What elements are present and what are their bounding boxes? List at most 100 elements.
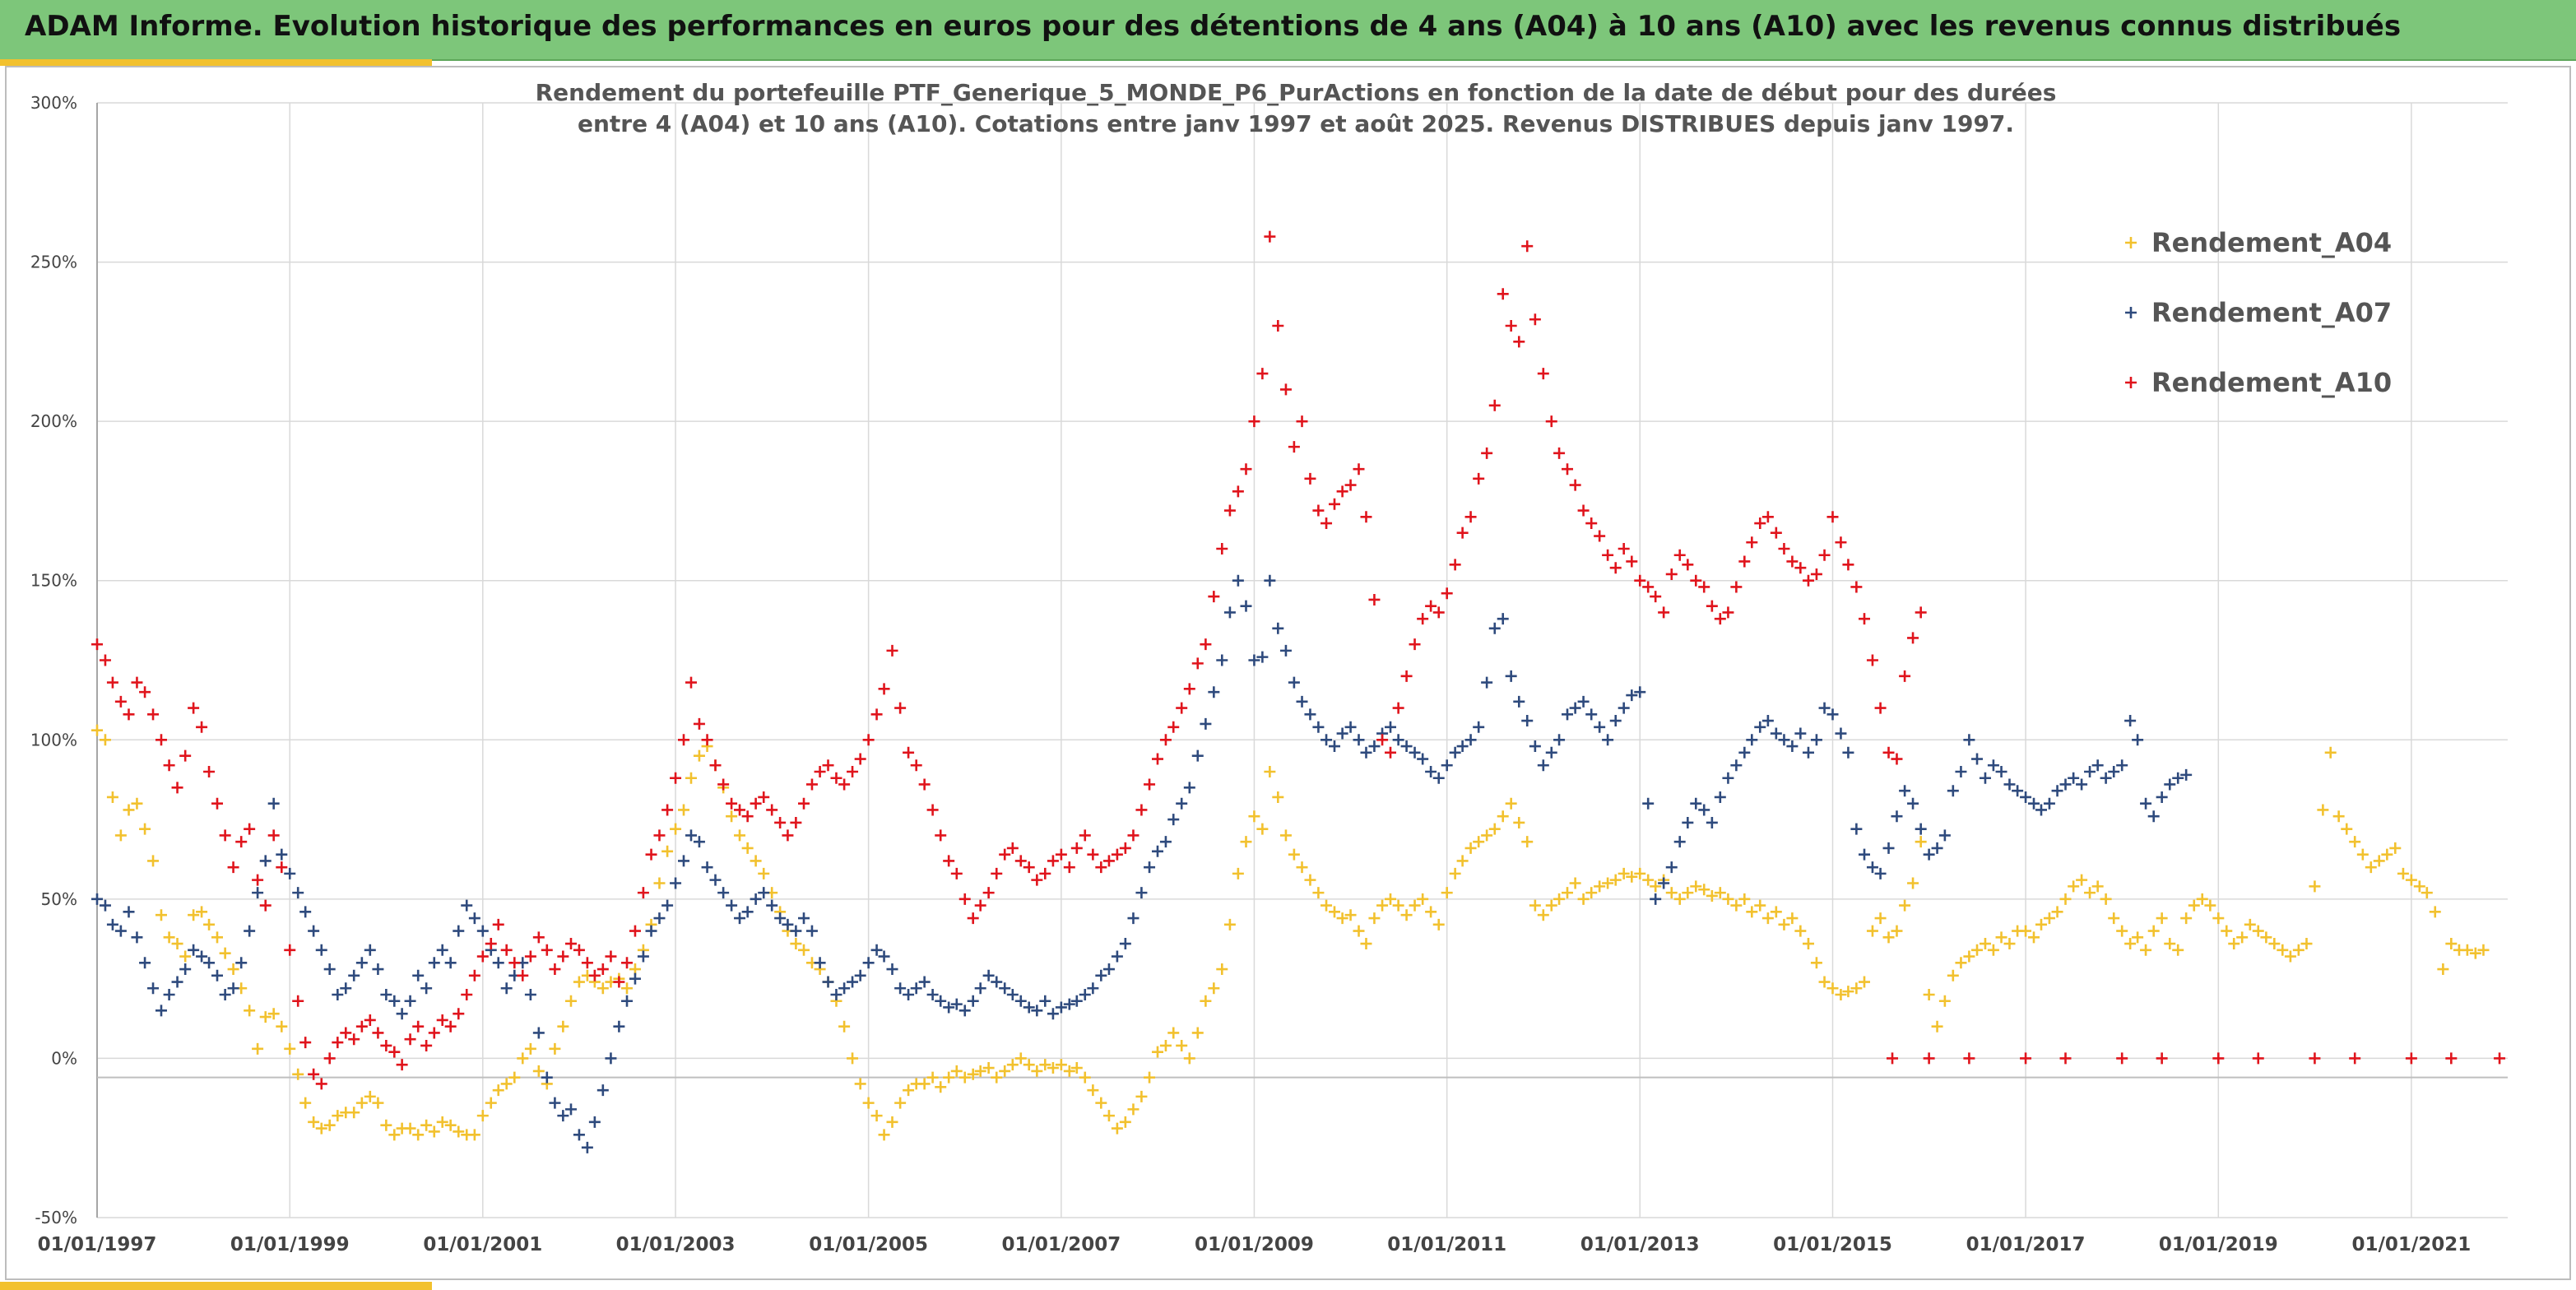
data-point-rendement-a10 bbox=[500, 944, 513, 956]
data-point-rendement-a07 bbox=[1232, 574, 1244, 587]
data-point-rendement-a10 bbox=[605, 950, 617, 963]
data-point-rendement-a10 bbox=[1513, 336, 1525, 348]
data-point-rendement-a07 bbox=[388, 995, 401, 1007]
data-point-rendement-a10 bbox=[935, 829, 947, 842]
data-point-rendement-a10 bbox=[903, 746, 915, 759]
data-point-rendement-a10 bbox=[1874, 702, 1887, 714]
data-point-rendement-a10 bbox=[621, 957, 634, 969]
data-point-rendement-a10 bbox=[1794, 562, 1807, 574]
data-point-rendement-a04 bbox=[1746, 906, 1758, 918]
data-point-rendement-a07 bbox=[661, 899, 674, 912]
data-point-rendement-a07 bbox=[2140, 797, 2152, 810]
data-point-rendement-a07 bbox=[1907, 797, 1919, 810]
data-point-rendement-a10 bbox=[1673, 549, 1686, 561]
data-point-rendement-a07 bbox=[1979, 772, 1991, 784]
data-point-rendement-a04 bbox=[1353, 925, 1365, 937]
data-point-rendement-a10 bbox=[1144, 778, 1156, 791]
data-point-rendement-a04 bbox=[1754, 899, 1766, 912]
data-point-rendement-a04 bbox=[2389, 842, 2402, 854]
data-point-rendement-a04 bbox=[1119, 1116, 1131, 1128]
data-point-rendement-a10 bbox=[444, 1020, 457, 1032]
data-point-rendement-a10 bbox=[1481, 447, 1493, 459]
data-point-rendement-a04 bbox=[1392, 899, 1404, 912]
data-point-rendement-a10 bbox=[1577, 504, 1590, 517]
data-point-rendement-a04 bbox=[1818, 976, 1831, 988]
data-point-rendement-a04 bbox=[1761, 912, 1774, 925]
data-point-rendement-a10 bbox=[453, 1008, 465, 1020]
data-point-rendement-a07 bbox=[1899, 785, 1911, 797]
data-point-rendement-a10 bbox=[1835, 536, 1847, 549]
data-point-rendement-a07 bbox=[1761, 715, 1774, 727]
data-point-rendement-a04 bbox=[1835, 989, 1847, 1000]
data-point-rendement-a07 bbox=[2172, 772, 2184, 784]
data-point-rendement-a10 bbox=[412, 1020, 425, 1032]
data-point-rendement-a04 bbox=[1594, 880, 1606, 893]
data-point-rendement-a07 bbox=[1135, 887, 1148, 899]
data-point-rendement-a07 bbox=[870, 944, 883, 956]
data-point-rendement-a04 bbox=[2147, 925, 2160, 937]
data-point-rendement-a04 bbox=[1899, 899, 1911, 912]
data-point-rendement-a07 bbox=[1609, 715, 1622, 727]
data-point-rendement-a07 bbox=[878, 950, 890, 963]
data-point-rendement-a10 bbox=[1915, 606, 1927, 619]
data-point-rendement-a10 bbox=[492, 918, 504, 930]
data-point-rendement-a10 bbox=[693, 717, 705, 730]
data-point-rendement-a10 bbox=[1014, 855, 1027, 867]
data-point-rendement-a04 bbox=[123, 804, 135, 816]
data-point-rendement-a07 bbox=[235, 957, 248, 969]
data-point-rendement-a10 bbox=[1569, 479, 1581, 491]
data-point-rendement-a10 bbox=[436, 1014, 448, 1026]
data-point-rendement-a04 bbox=[1842, 986, 1854, 998]
data-point-rendement-a10 bbox=[741, 810, 754, 823]
data-point-rendement-a04 bbox=[894, 1097, 907, 1109]
data-point-rendement-a04 bbox=[114, 829, 127, 842]
data-point-rendement-a04 bbox=[1938, 995, 1951, 1007]
axis-layer: -50% 0% 50% 100% 150% 200% 250% 300% 01/01/1997 0… bbox=[30, 93, 2508, 1255]
data-point-rendement-a04 bbox=[372, 1097, 384, 1109]
data-point-rendement-a07 bbox=[276, 848, 288, 861]
chart-title-line-1: Rendement du portefeuille PTF_Generique_… bbox=[536, 79, 2057, 106]
data-point-rendement-a10 bbox=[1746, 536, 1758, 549]
data-point-rendement-a07 bbox=[1626, 689, 1638, 702]
data-point-rendement-a04 bbox=[2332, 810, 2345, 823]
data-point-rendement-a07 bbox=[1279, 644, 1292, 657]
data-point-rendement-a07 bbox=[2020, 791, 2032, 803]
data-point-rendement-a04 bbox=[315, 1122, 327, 1135]
data-point-rendement-a07 bbox=[1256, 651, 1269, 663]
data-point-rendement-a07 bbox=[741, 906, 754, 918]
data-point-rendement-a07 bbox=[1706, 816, 1718, 828]
data-point-rendement-a04 bbox=[1850, 982, 1863, 995]
data-point-rendement-a07 bbox=[308, 925, 320, 937]
data-point-rendement-a07 bbox=[1891, 810, 1903, 823]
data-point-rendement-a07 bbox=[1923, 848, 1935, 861]
data-point-rendement-a10 bbox=[1055, 848, 1067, 861]
data-point-rendement-a10 bbox=[1232, 485, 1244, 498]
data-point-rendement-a07 bbox=[1673, 836, 1686, 848]
data-point-rendement-a10 bbox=[1376, 734, 1389, 746]
data-point-rendement-a04 bbox=[500, 1078, 513, 1090]
data-point-rendement-a10 bbox=[2445, 1052, 2458, 1065]
data-point-rendement-a04 bbox=[1521, 836, 1534, 848]
data-point-rendement-a07 bbox=[380, 989, 392, 1000]
data-point-rendement-a04 bbox=[750, 855, 762, 867]
data-point-rendement-a04 bbox=[2196, 893, 2208, 905]
data-point-rendement-a07 bbox=[227, 982, 239, 995]
data-point-rendement-a04 bbox=[131, 797, 143, 810]
data-point-rendement-a04 bbox=[653, 877, 666, 889]
data-point-rendement-a04 bbox=[1087, 1084, 1099, 1097]
data-point-rendement-a07 bbox=[958, 1005, 971, 1017]
data-point-rendement-a04 bbox=[2324, 746, 2337, 759]
data-point-rendement-a10 bbox=[1770, 527, 1782, 539]
data-point-rendement-a10 bbox=[862, 734, 875, 746]
data-point-rendement-a10 bbox=[1167, 721, 1180, 733]
data-point-rendement-a07 bbox=[541, 1071, 553, 1084]
data-point-rendement-a07 bbox=[717, 887, 730, 899]
data-point-rendement-a07 bbox=[581, 1141, 593, 1153]
data-point-rendement-a07 bbox=[1070, 995, 1083, 1007]
data-point-rendement-a04 bbox=[2429, 906, 2441, 918]
data-point-rendement-a04 bbox=[1569, 877, 1581, 889]
data-point-rendement-a04 bbox=[1553, 893, 1566, 905]
data-point-rendement-a07 bbox=[2124, 715, 2137, 727]
data-point-rendement-a04 bbox=[1562, 887, 1574, 899]
